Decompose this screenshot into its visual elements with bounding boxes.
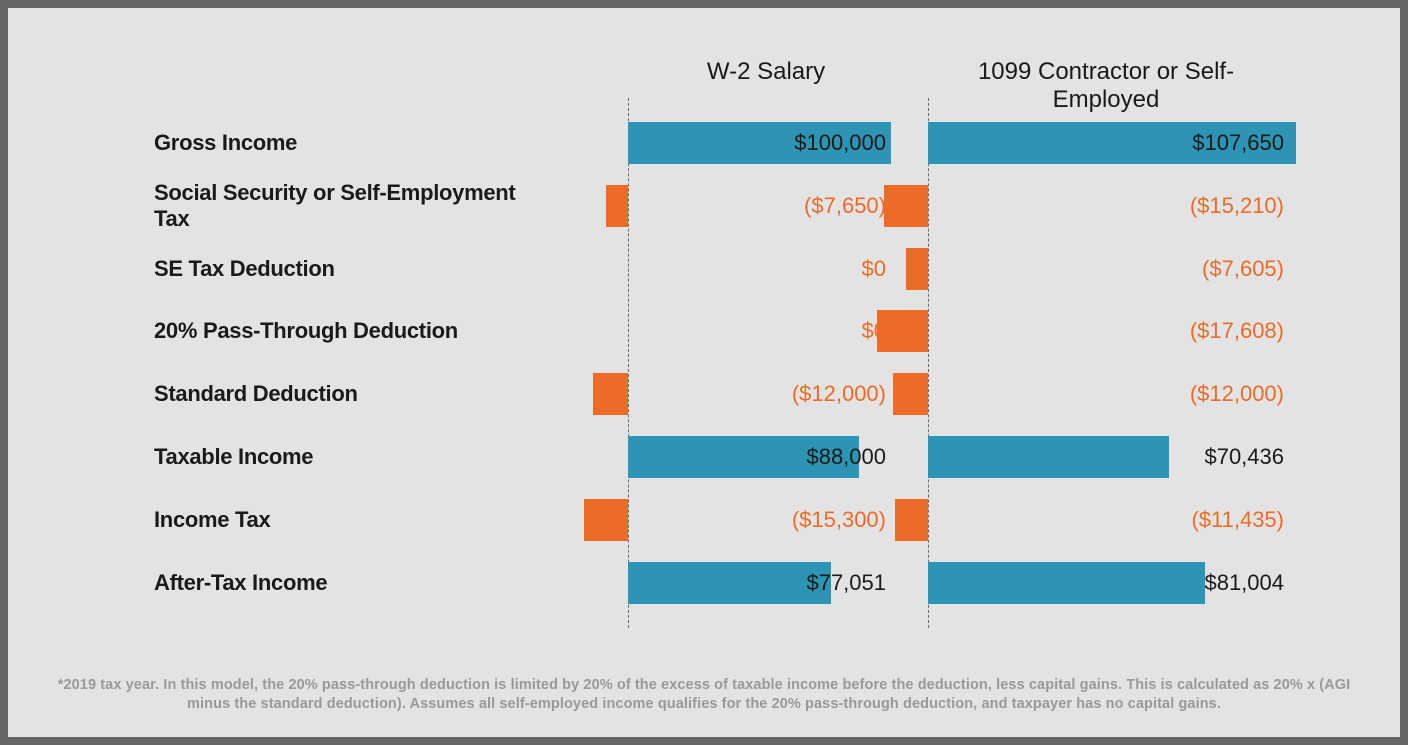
value-se: ($17,608) bbox=[1190, 318, 1284, 344]
footnote: *2019 tax year. In this model, the 20% p… bbox=[56, 676, 1352, 715]
chart-row: SE Tax Deduction $0 ($7,605) bbox=[56, 248, 1352, 290]
value-se: ($11,435) bbox=[1191, 507, 1284, 533]
value-se: $107,650 bbox=[1192, 130, 1284, 156]
row-label: Social Security or Self-Employment Tax bbox=[154, 180, 524, 232]
row-label: Income Tax bbox=[154, 507, 524, 533]
value-se: ($15,210) bbox=[1190, 193, 1284, 219]
value-se: $70,436 bbox=[1204, 444, 1284, 470]
chart-row: Gross Income $100,000 $107,650 bbox=[56, 122, 1352, 164]
column-header-w2: W-2 Salary bbox=[586, 58, 946, 86]
chart-row: After-Tax Income $77,051 $81,004 bbox=[56, 562, 1352, 604]
axis-line-w2 bbox=[628, 98, 629, 628]
bar-se bbox=[877, 310, 928, 352]
value-w2: ($12,000) bbox=[792, 381, 886, 407]
value-w2: $88,000 bbox=[806, 444, 886, 470]
value-w2: ($7,650) bbox=[804, 193, 886, 219]
chart-row: Social Security or Self-Employment Tax($… bbox=[56, 185, 1352, 227]
row-label: SE Tax Deduction bbox=[154, 256, 524, 282]
row-label: Standard Deduction bbox=[154, 381, 524, 407]
bar-se bbox=[884, 185, 928, 227]
row-label: After-Tax Income bbox=[154, 570, 524, 596]
bar-w2 bbox=[593, 373, 628, 415]
value-w2: ($15,300) bbox=[792, 507, 886, 533]
bar-se bbox=[895, 499, 928, 541]
chart-row: 20% Pass-Through Deduction$0($17,608) bbox=[56, 310, 1352, 352]
bar-se bbox=[928, 562, 1205, 604]
bar-w2 bbox=[606, 185, 628, 227]
chart-card: W-2 Salary1099 Contractor or Self-Employ… bbox=[8, 8, 1400, 737]
row-label: 20% Pass-Through Deduction bbox=[154, 318, 524, 344]
bar-se bbox=[928, 436, 1169, 478]
bar-w2 bbox=[584, 499, 628, 541]
chart-row: Income Tax ($15,300) ($11,435) bbox=[56, 499, 1352, 541]
chart-area: W-2 Salary1099 Contractor or Self-Employ… bbox=[56, 46, 1352, 626]
axis-line-se bbox=[928, 98, 929, 628]
row-label: Taxable Income bbox=[154, 444, 524, 470]
value-w2: $77,051 bbox=[806, 570, 886, 596]
bar-w2 bbox=[628, 562, 831, 604]
row-label: Gross Income bbox=[154, 130, 524, 156]
bar-se bbox=[893, 373, 928, 415]
value-se: ($7,605) bbox=[1202, 256, 1284, 282]
value-se: ($12,000) bbox=[1190, 381, 1284, 407]
chart-row: Taxable Income $88,000 $70,436 bbox=[56, 436, 1352, 478]
value-se: $81,004 bbox=[1204, 570, 1284, 596]
column-header-se: 1099 Contractor or Self-Employed bbox=[926, 58, 1286, 114]
chart-row: Standard Deduction ($12,000) ($12,000) bbox=[56, 373, 1352, 415]
value-w2: $0 bbox=[862, 256, 886, 282]
bar-se bbox=[906, 248, 928, 290]
value-w2: $100,000 bbox=[794, 130, 886, 156]
